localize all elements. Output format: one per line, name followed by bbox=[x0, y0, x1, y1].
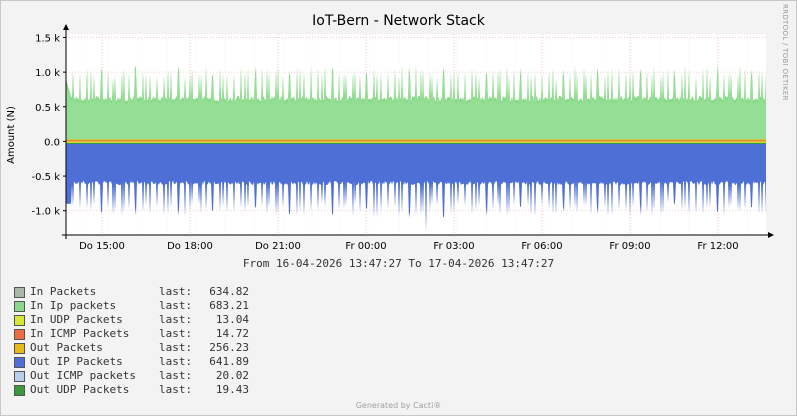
legend-series-name: In Packets bbox=[30, 285, 97, 298]
y-axis-label: Amount (N) bbox=[6, 106, 17, 164]
legend-series-name: Out UDP Packets bbox=[30, 383, 130, 396]
legend-last-value: 13.04 bbox=[215, 313, 249, 326]
legend-last-label: last: bbox=[159, 299, 193, 312]
y-tick-label: 0.5 k bbox=[35, 103, 60, 114]
legend-series-name: Out ICMP packets bbox=[30, 369, 136, 382]
x-tick-label: Fr 03:00 bbox=[433, 241, 474, 252]
time-range: From 16-04-2026 13:47:27 To 17-04-2026 1… bbox=[242, 257, 555, 270]
y-tick-label: -0.5 k bbox=[32, 172, 61, 183]
legend-last-label: last: bbox=[159, 369, 193, 382]
tick-labels: 1.5 k 1.0 k 0.5 k 0.0 -0.5 k -1.0 k Do 15:00 Do… bbox=[32, 33, 739, 252]
legend-series-name: Out Packets bbox=[30, 341, 103, 354]
series-out-udp-packets bbox=[66, 142, 766, 144]
y-tick-label: 1.5 k bbox=[35, 33, 60, 44]
x-tick-label: Fr 12:00 bbox=[697, 241, 738, 252]
y-axis-arrow bbox=[63, 24, 69, 30]
chart-plot: 1.5 k 1.0 k 0.5 k 0.0 -0.5 k -1.0 k Do 15:00 Do… bbox=[6, 24, 774, 252]
legend-last-label: last: bbox=[159, 327, 193, 340]
legend-swatch bbox=[14, 357, 25, 368]
y-tick-label: 1.0 k bbox=[35, 68, 60, 79]
series-out-ip-packets bbox=[66, 141, 766, 233]
y-tick-label: 0.0 bbox=[44, 137, 60, 148]
legend-last-value: 14.72 bbox=[215, 327, 249, 340]
legend-last-label: last: bbox=[159, 285, 193, 298]
series-in-packets bbox=[66, 69, 766, 142]
legend-swatch bbox=[14, 329, 25, 340]
legend-last-label: last: bbox=[159, 313, 193, 326]
x-tick-label: Do 15:00 bbox=[79, 241, 125, 252]
legend-last-label: last: bbox=[159, 355, 193, 368]
legend-swatch bbox=[14, 343, 25, 354]
legend-last-value: 20.02 bbox=[215, 369, 249, 382]
x-tick-label: Do 18:00 bbox=[167, 241, 213, 252]
legend-last-value: 19.43 bbox=[215, 383, 249, 396]
x-tick-label: Fr 09:00 bbox=[609, 241, 650, 252]
legend-swatch bbox=[14, 301, 25, 312]
legend-last-label: last: bbox=[159, 383, 193, 396]
y-tick-label: -1.0 k bbox=[32, 207, 61, 218]
legend-last-label: last: bbox=[159, 341, 193, 354]
x-tick-label: Do 21:00 bbox=[255, 241, 301, 252]
legend-last-value: 256.23 bbox=[209, 341, 249, 354]
axes bbox=[62, 24, 774, 239]
legend-series-name: In ICMP Packets bbox=[30, 327, 130, 340]
legend-series-name: In Ip packets bbox=[30, 299, 117, 312]
data-series bbox=[66, 63, 766, 233]
series-in-icmp-packets bbox=[66, 140, 766, 142]
legend-series-name: Out IP Packets bbox=[30, 355, 123, 368]
legend-swatch bbox=[14, 287, 25, 298]
legend-swatch bbox=[14, 371, 25, 382]
legend-swatch bbox=[14, 315, 25, 326]
rrdtool-credit: RRDTOOL / TOBI OETIKER bbox=[781, 4, 789, 101]
legend-swatch bbox=[14, 385, 25, 396]
chart-title: IoT-Bern - Network Stack bbox=[312, 13, 485, 29]
legend-last-value: 683.21 bbox=[209, 299, 249, 312]
footer-credit: Generated by Cacti® bbox=[355, 401, 442, 410]
legend-series-name: In UDP Packets bbox=[30, 313, 123, 326]
legend-last-value: 634.82 bbox=[209, 285, 249, 298]
series-in-udp-packets bbox=[66, 141, 766, 143]
x-tick-label: Fr 06:00 bbox=[521, 241, 562, 252]
legend-last-value: 641.89 bbox=[209, 355, 249, 368]
x-axis-arrow bbox=[768, 232, 774, 238]
x-tick-label: Fr 00:00 bbox=[345, 241, 386, 252]
